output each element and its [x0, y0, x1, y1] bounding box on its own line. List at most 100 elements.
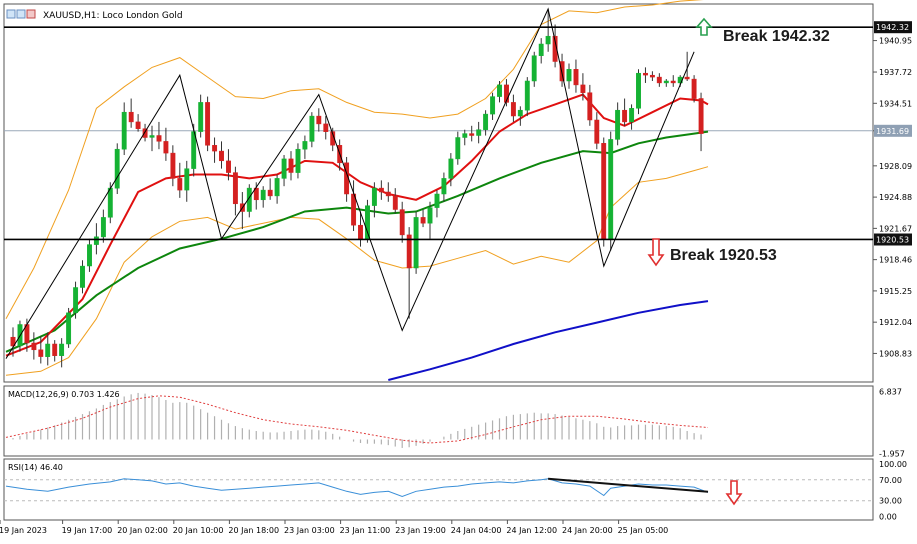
candle-body [323, 123, 329, 132]
price-tick-label: 1915.25 [879, 287, 912, 296]
candle-body [93, 236, 99, 245]
price-label-box [874, 21, 912, 34]
candle-body [670, 80, 676, 84]
candle-body [267, 189, 273, 197]
candle-body [302, 141, 308, 150]
candle-body [38, 349, 44, 357]
time-tick-label: 20 Jan 18:00 [228, 526, 279, 535]
rsi-tick-label: 0.00 [879, 512, 897, 521]
arrow-down-icon [647, 238, 665, 267]
candle-body [490, 96, 496, 115]
candle-body [448, 158, 454, 179]
time-tick-label: 24 Jan 04:00 [451, 526, 502, 535]
candle-body [469, 133, 475, 136]
candle-body [163, 141, 169, 154]
candle-body [309, 115, 315, 142]
candle-body [580, 84, 586, 93]
candle-body [406, 234, 412, 269]
candle-body [399, 209, 405, 236]
candle-body [663, 80, 669, 84]
candle-body [107, 187, 113, 218]
candle-body [128, 111, 134, 123]
macd-panel-frame [3, 385, 874, 457]
candle-body [573, 69, 579, 86]
candle-body [10, 336, 16, 347]
price-tick-label: 1937.72 [879, 68, 912, 77]
macd-panel-title: MACD(12,26,9) 0.703 1.426 [8, 390, 120, 399]
candle-body [524, 80, 530, 111]
candle-body [483, 113, 489, 130]
candle-body [392, 195, 398, 210]
price-label-box [874, 124, 912, 137]
candle-body [636, 72, 641, 109]
price-tick-label: 1940.95 [879, 37, 912, 46]
candle-body [246, 187, 252, 212]
rsi-panel [4, 477, 873, 502]
time-tick-label: 23 Jan 19:00 [395, 526, 446, 535]
candle-body [226, 160, 231, 173]
candle-body [385, 191, 391, 197]
rsi-tick-label: 70.00 [879, 476, 902, 485]
candle-body [656, 76, 662, 84]
candle-body [691, 78, 697, 99]
candle-body [441, 178, 447, 195]
candle-body [135, 121, 141, 129]
candle-body [517, 109, 523, 117]
axes: 1940.95 1937.72 1934.51 1931.69 1928.09 1924.… [0, 21, 912, 535]
price-label-text: 1942.32 [876, 23, 909, 32]
rsi-tick-label: 30.00 [879, 497, 902, 506]
candle-body [649, 74, 655, 78]
macd-tick-label: 6.837 [879, 387, 902, 396]
candle-body [420, 217, 426, 224]
candle-body [552, 35, 558, 62]
price-tick-label: 1908.83 [879, 349, 912, 358]
candle-body [142, 128, 148, 138]
time-tick-label: 20 Jan 10:00 [173, 526, 224, 535]
candle-body [73, 287, 79, 314]
candle-body [531, 55, 537, 82]
candle-body [170, 152, 176, 179]
minimize-icon[interactable] [16, 9, 26, 19]
rsi-line [5, 478, 709, 498]
time-tick-label: 25 Jan 05:00 [618, 526, 669, 535]
candle-body [434, 193, 440, 208]
zigzag-line [5, 7, 695, 359]
candle-body [198, 102, 204, 132]
candle-body [330, 131, 336, 146]
candle-body [295, 148, 301, 173]
candle-body [608, 139, 614, 240]
candle-body [538, 43, 544, 56]
candle-body [504, 84, 509, 103]
time-tick-label: 23 Jan 11:00 [340, 526, 391, 535]
time-tick-label: 23 Jan 03:00 [284, 526, 335, 535]
rsi-trendline [548, 477, 709, 493]
price-panel-frame [3, 3, 874, 383]
macd-panel [5, 392, 709, 448]
candle-body [156, 135, 162, 142]
candle-body [288, 158, 294, 173]
price-tick-label: 1928.09 [879, 162, 912, 171]
price-tick-label: 1912.04 [879, 318, 912, 327]
candle-body [52, 343, 58, 356]
price-label-box [874, 233, 912, 246]
close-icon[interactable] [26, 9, 36, 19]
candle-body [177, 178, 183, 191]
candle-body [316, 115, 322, 125]
candle-body [427, 207, 433, 224]
time-tick-label: 24 Jan 20:00 [562, 526, 613, 535]
arrow-up-icon [695, 17, 713, 36]
candle-body [365, 205, 370, 240]
window-controls[interactable] [6, 9, 36, 19]
candle-body [219, 150, 224, 162]
candle-body [66, 312, 72, 345]
break-up-annotation: Break 1942.32 [695, 17, 830, 45]
price-label-text: 1931.69 [876, 127, 909, 136]
macd-signal-line [5, 395, 709, 444]
price-tick-label: 1921.67 [879, 224, 912, 233]
time-tick-label: 20 Jan 02:00 [117, 526, 168, 535]
candle-body [566, 69, 572, 82]
menu-icon[interactable] [6, 9, 16, 19]
